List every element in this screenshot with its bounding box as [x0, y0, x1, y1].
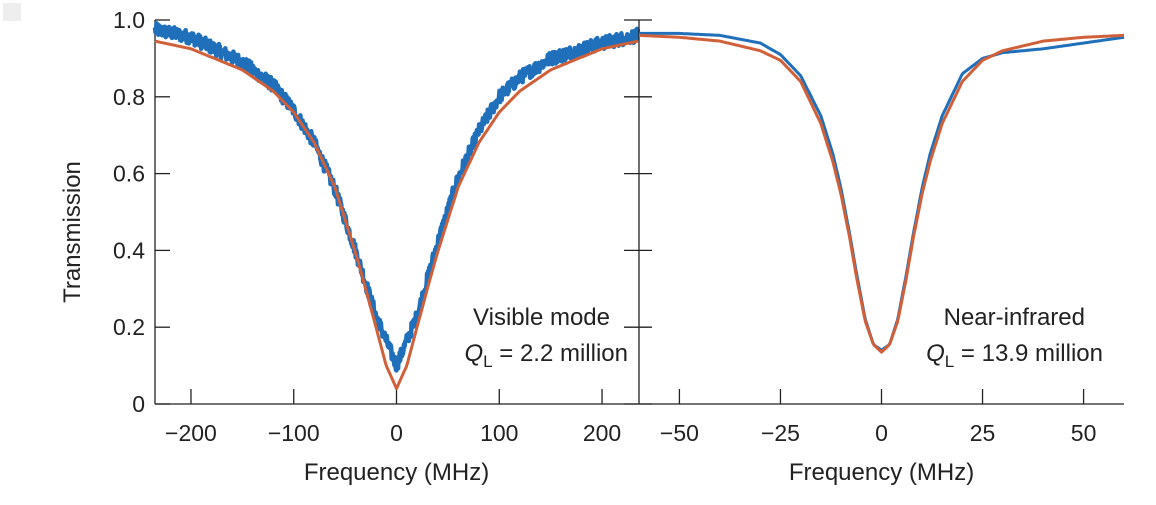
quality-factor-label: QL = 13.9 million [926, 340, 1103, 371]
y-tick-label: 0 [132, 391, 145, 417]
x-tick-label: 200 [583, 420, 621, 446]
fit-curve [154, 39, 639, 391]
x-tick-label: −200 [165, 420, 217, 446]
x-tick-label: 0 [390, 420, 403, 446]
right-panel-near-infrared: −50 −25 0 25 50 Frequency (MHz) Near-infrared Q… [638, 20, 1125, 486]
mode-label: Visible mode [473, 304, 610, 331]
y-tick-label: 0.8 [113, 84, 145, 110]
quality-factor-label: QL = 2.2 million [464, 340, 628, 371]
x-tick-label: 25 [970, 420, 996, 446]
measured-trace [638, 31, 1125, 352]
y-tick-label: 0.4 [113, 237, 145, 263]
corner-box [3, 3, 21, 21]
x-tick-label: −25 [761, 420, 800, 446]
measured-trace [152, 21, 641, 373]
x-tick-label: 50 [1071, 420, 1097, 446]
left-panel-visible-mode: −200 −100 0 100 200 0 0.2 0.4 0.6 0.8 1.0 Frequency… [59, 7, 652, 486]
y-tick-label: 0.6 [113, 161, 145, 187]
x-tick-label: −50 [660, 420, 699, 446]
x-tick-label: 100 [480, 420, 518, 446]
x-axis-title: Frequency (MHz) [304, 459, 489, 486]
x-axis-title: Frequency (MHz) [789, 459, 974, 486]
fit-curve [638, 33, 1125, 354]
y-tick-label: 1.0 [113, 7, 145, 33]
x-tick-label: 0 [875, 420, 888, 446]
y-axis-title: Transmission [59, 161, 86, 303]
mode-label: Near-infrared [944, 304, 1085, 331]
x-tick-label: −100 [268, 420, 320, 446]
y-tick-label: 0.2 [113, 314, 145, 340]
